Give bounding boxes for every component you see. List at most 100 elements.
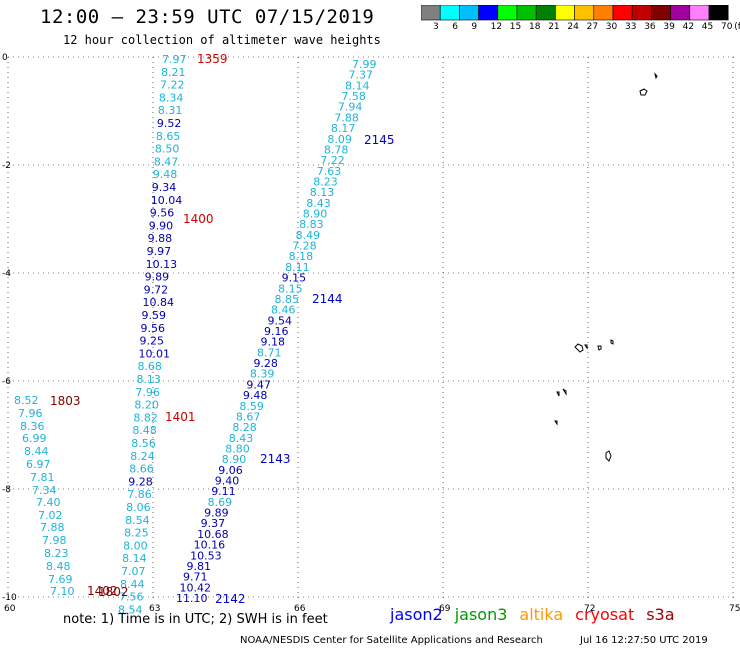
swh-value: 8.09 [327, 133, 352, 146]
legend-label: 18 [529, 22, 541, 32]
lat-label: 0 [2, 53, 8, 63]
legend-label: 39 [663, 22, 675, 32]
swh-value: 7.34 [32, 484, 57, 497]
swh-value: 8.44 [24, 445, 49, 458]
swh-value: 7.96 [18, 407, 43, 420]
swh-value: 9.06 [218, 464, 243, 477]
swh-value: 7.58 [341, 90, 366, 103]
lon-label: 66 [294, 604, 306, 614]
swh-value: 9.18 [260, 336, 285, 349]
swh-value: 8.39 [250, 368, 274, 381]
swh-value: 9.56 [150, 207, 175, 220]
legend-label: 27 [586, 22, 599, 32]
swh-value: 7.86 [127, 488, 152, 501]
swh-value: 8.31 [158, 104, 183, 117]
swh-value: 8.80 [225, 442, 250, 455]
swh-value: 6.99 [22, 432, 47, 445]
swh-value: 8.71 [257, 346, 282, 359]
swh-value: 8.44 [120, 578, 145, 591]
pass-time-label: 2142 [215, 592, 246, 606]
swh-value: 7.56 [119, 591, 144, 604]
lat-label: -8 [2, 485, 11, 495]
swh-value: 7.94 [338, 101, 363, 114]
swh-value: 9.28 [253, 357, 278, 370]
swh-value: 8.13 [136, 373, 161, 386]
swh-value: 8.69 [208, 496, 233, 509]
swh-value: 8.14 [122, 552, 146, 565]
swh-value: 8.24 [130, 450, 155, 463]
swh-value: 8.54 [118, 603, 143, 616]
pass-time-label: 2143 [260, 452, 291, 466]
legend-label: 24 [567, 22, 579, 32]
pass-time-label: 1400 [183, 212, 214, 226]
swh-value: 8.23 [313, 175, 338, 188]
swh-value: 7.81 [30, 471, 55, 484]
track-values: 7.978.217.228.348.319.528.658.508.479.48… [14, 53, 377, 616]
swh-value: 7.02 [38, 509, 63, 522]
swh-value: 9.59 [142, 309, 167, 322]
swh-value: 7.88 [334, 111, 359, 124]
satellite-name: cryosat [575, 605, 635, 624]
island-outline [562, 388, 567, 396]
swh-value: 9.88 [148, 232, 173, 245]
legend-unit: (ft) [734, 22, 740, 32]
swh-value: 8.43 [306, 197, 331, 210]
swh-value: 8.48 [46, 560, 71, 573]
swh-value: 9.71 [183, 571, 208, 584]
lon-label: 63 [149, 604, 160, 614]
swh-value: 10.01 [138, 347, 170, 360]
swh-value: 8.54 [125, 514, 149, 527]
swh-value: 9.15 [282, 272, 307, 285]
swh-value: 8.15 [278, 282, 303, 295]
swh-value: 9.25 [139, 335, 164, 348]
swh-value: 8.46 [271, 304, 296, 317]
swh-value: 9.28 [128, 475, 153, 488]
swh-value: 9.48 [243, 389, 268, 402]
swh-value: 9.52 [157, 117, 182, 130]
pass-time-label: 1803 [50, 394, 81, 408]
lon-label: 75 [729, 604, 740, 614]
legend-label: 15 [509, 22, 522, 32]
swh-value: 7.88 [40, 521, 65, 534]
swh-value: 9.34 [152, 181, 177, 194]
legend-label: 6 [452, 22, 458, 32]
swh-value: 10.68 [197, 528, 229, 541]
swh-value: 9.54 [268, 314, 293, 327]
swh-value: 8.90 [303, 208, 328, 221]
lat-label: -10 [2, 593, 17, 603]
island-outline [654, 72, 658, 80]
swh-value: 10.16 [194, 539, 226, 552]
swh-value: 7.07 [121, 565, 145, 578]
swh-value: 9.81 [187, 560, 212, 573]
note-text: note: 1) Time is in UTC; 2) SWH is in fe… [63, 612, 328, 627]
color-legend [421, 5, 729, 21]
swh-value: 10.04 [151, 194, 183, 207]
swh-value: 8.66 [129, 463, 154, 476]
swh-value: 9.37 [201, 517, 226, 530]
legend-label: 30 [605, 22, 618, 32]
swh-value: 7.37 [348, 69, 373, 82]
swh-value: 8.25 [124, 527, 148, 540]
satellite-legend: jason2 jason3 altika cryosat s3a [390, 605, 687, 624]
legend-label: 42 [682, 22, 695, 32]
lon-label: 69 [439, 604, 451, 614]
lon-label: 60 [4, 604, 16, 614]
swh-value: 10.13 [146, 258, 178, 271]
island-outline [556, 391, 560, 397]
swh-value: 8.90 [222, 453, 247, 466]
swh-value: 8.14 [345, 79, 370, 92]
swh-value: 11.10 [176, 592, 208, 605]
swh-value: 9.16 [264, 325, 289, 338]
swh-value: 8.23 [44, 547, 69, 560]
swh-value: 7.40 [36, 496, 61, 509]
legend-label: 33 [625, 22, 637, 32]
lon-label: 72 [584, 604, 595, 614]
island-outline [639, 88, 648, 96]
swh-value: 7.69 [48, 573, 73, 586]
swh-value: 10.42 [180, 581, 212, 594]
swh-value: 7.10 [50, 585, 75, 598]
satellite-name: altika [519, 605, 564, 624]
swh-value: 8.48 [132, 424, 157, 437]
swh-value: 8.13 [310, 186, 335, 199]
